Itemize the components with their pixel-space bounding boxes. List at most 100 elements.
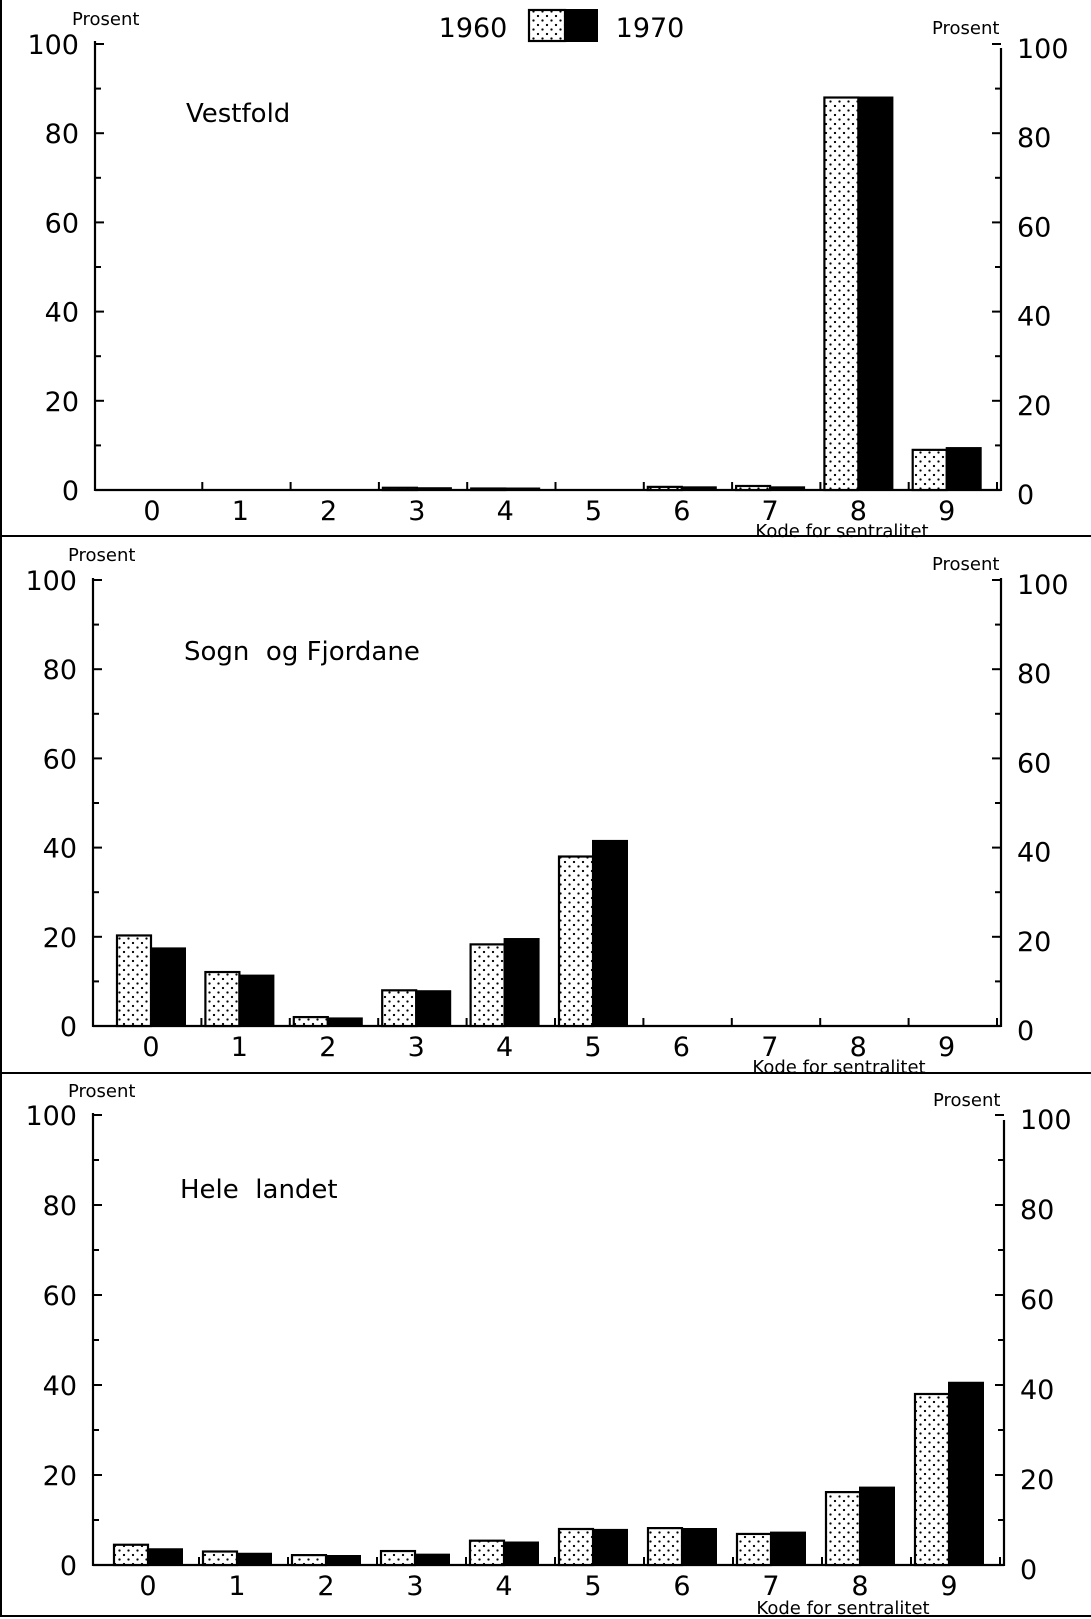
bar-1970-cat-3 bbox=[415, 487, 452, 492]
y-tick-label-left: 60 bbox=[45, 208, 79, 239]
y-tick-label-left: 100 bbox=[25, 566, 77, 597]
bar-1960-cat-4 bbox=[468, 1539, 506, 1567]
y-tick-label-left: 40 bbox=[45, 298, 79, 329]
right-axis-label: Prosent bbox=[932, 18, 999, 39]
bar-1960-cat-9 bbox=[911, 448, 948, 492]
left-axis-label: Prosent bbox=[68, 545, 135, 566]
x-tick-label: 2 bbox=[319, 1032, 336, 1063]
bar-1970-cat-6 bbox=[681, 1528, 717, 1566]
y-tick-label-right: 40 bbox=[1017, 302, 1051, 333]
bar-1970-cat-7 bbox=[770, 1531, 806, 1566]
x-tick-label: 8 bbox=[851, 1571, 868, 1602]
chart-panel-sogn-og-fjordane: Sogn og Fjordane Prosent Prosent Kode fo… bbox=[25, 545, 1068, 1078]
x-tick-label: 4 bbox=[497, 496, 514, 527]
x-axis-label: Kode for sentralitet bbox=[752, 1057, 925, 1078]
chart-panel-hele-landet: Hele landet Prosent Prosent Kode for sen… bbox=[25, 1081, 1071, 1619]
right-axis-label: Prosent bbox=[932, 554, 999, 575]
bar-1970-cat-3 bbox=[415, 990, 452, 1027]
bar-1960-cat-3 bbox=[379, 1549, 417, 1567]
y-tick-label-left: 100 bbox=[25, 1101, 77, 1132]
bar-1960-cat-0 bbox=[112, 1543, 150, 1567]
right-axis-label: Prosent bbox=[933, 1090, 1000, 1111]
panel-title: Sogn og Fjordane bbox=[184, 637, 420, 667]
bar-1970-cat-0 bbox=[150, 947, 186, 1027]
y-tick-label-right: 60 bbox=[1020, 1285, 1054, 1316]
bar-1960-cat-5 bbox=[557, 855, 595, 1028]
x-tick-label: 3 bbox=[408, 496, 425, 527]
x-tick-label: 2 bbox=[317, 1571, 334, 1602]
x-tick-label: 6 bbox=[673, 1571, 690, 1602]
y-tick-label-left: 80 bbox=[45, 119, 79, 150]
y-tick-label-right: 100 bbox=[1017, 570, 1069, 601]
bar-1970-cat-6 bbox=[680, 486, 717, 492]
x-tick-label: 7 bbox=[762, 496, 779, 527]
bar-1960-cat-1 bbox=[204, 970, 241, 1028]
bar-1970-cat-4 bbox=[503, 938, 540, 1028]
y-tick-label-right: 0 bbox=[1017, 480, 1034, 511]
bar-1960-cat-8 bbox=[823, 96, 860, 492]
y-tick-label-right: 20 bbox=[1020, 1465, 1054, 1496]
y-tick-label-left: 80 bbox=[43, 1191, 77, 1222]
y-tick-label-left: 40 bbox=[43, 834, 77, 865]
x-tick-label: 0 bbox=[139, 1571, 156, 1602]
legend-swatch-1960 bbox=[527, 8, 567, 43]
y-tick-label-right: 60 bbox=[1017, 748, 1051, 779]
x-tick-label: 2 bbox=[320, 496, 337, 527]
bar-1960-cat-6 bbox=[646, 485, 683, 492]
x-tick-label: 4 bbox=[496, 1032, 513, 1063]
x-tick-label: 0 bbox=[142, 1032, 159, 1063]
bar-1970-cat-8 bbox=[857, 96, 894, 492]
y-tick-label-left: 20 bbox=[43, 923, 77, 954]
x-tick-label: 9 bbox=[938, 496, 955, 527]
x-tick-label: 5 bbox=[584, 1571, 601, 1602]
y-tick-label-left: 60 bbox=[43, 1281, 77, 1312]
bar-1960-cat-8 bbox=[824, 1490, 862, 1567]
x-tick-label: 4 bbox=[495, 1571, 512, 1602]
left-axis-label: Prosent bbox=[72, 9, 139, 30]
bar-1970-cat-1 bbox=[238, 974, 275, 1027]
y-tick-label-right: 40 bbox=[1020, 1375, 1054, 1406]
bar-1960-cat-3 bbox=[381, 486, 418, 492]
legend-swatch-1970 bbox=[564, 9, 598, 42]
y-tick-label-left: 60 bbox=[43, 744, 77, 775]
panel-title: Vestfold bbox=[186, 99, 290, 129]
bar-1970-cat-9 bbox=[945, 447, 982, 491]
x-tick-label: 0 bbox=[143, 496, 160, 527]
bar-1960-cat-0 bbox=[115, 934, 153, 1028]
y-tick-label-left: 0 bbox=[60, 1012, 77, 1043]
bar-1960-cat-2 bbox=[292, 1015, 329, 1028]
y-tick-label-left: 0 bbox=[62, 476, 79, 507]
y-tick-label-right: 100 bbox=[1017, 34, 1069, 65]
bar-1970-cat-2 bbox=[325, 1555, 361, 1566]
y-tick-label-right: 0 bbox=[1017, 1016, 1034, 1047]
x-tick-label: 3 bbox=[406, 1571, 423, 1602]
bar-1970-cat-5 bbox=[592, 1528, 628, 1567]
bar-1960-cat-4 bbox=[469, 943, 506, 1028]
bar-1960-cat-4 bbox=[470, 487, 507, 492]
y-tick-label-left: 40 bbox=[43, 1371, 77, 1402]
bar-1970-cat-3 bbox=[414, 1553, 450, 1567]
bar-1960-cat-2 bbox=[290, 1553, 328, 1567]
panel-title: Hele landet bbox=[180, 1175, 338, 1205]
bar-1960-cat-6 bbox=[646, 1526, 684, 1567]
x-tick-label: 6 bbox=[673, 496, 690, 527]
y-tick-label-right: 80 bbox=[1017, 123, 1051, 154]
x-tick-label: 7 bbox=[762, 1571, 779, 1602]
y-tick-label-right: 40 bbox=[1017, 838, 1051, 869]
y-tick-label-right: 100 bbox=[1020, 1105, 1072, 1136]
bar-1960-cat-1 bbox=[201, 1550, 239, 1567]
x-tick-label: 7 bbox=[761, 1032, 778, 1063]
x-tick-label: 1 bbox=[231, 1032, 248, 1063]
bar-1970-cat-8 bbox=[859, 1486, 895, 1566]
y-tick-label-right: 80 bbox=[1020, 1195, 1054, 1226]
bar-1960-cat-3 bbox=[381, 989, 418, 1028]
bar-1960-cat-9 bbox=[913, 1392, 951, 1567]
y-tick-label-right: 80 bbox=[1017, 659, 1051, 690]
y-tick-label-right: 20 bbox=[1017, 391, 1051, 422]
x-tick-label: 9 bbox=[940, 1571, 957, 1602]
bar-1960-cat-7 bbox=[734, 484, 772, 492]
y-tick-label-left: 80 bbox=[43, 655, 77, 686]
y-tick-label-right: 20 bbox=[1017, 927, 1051, 958]
x-tick-label: 9 bbox=[938, 1032, 955, 1063]
